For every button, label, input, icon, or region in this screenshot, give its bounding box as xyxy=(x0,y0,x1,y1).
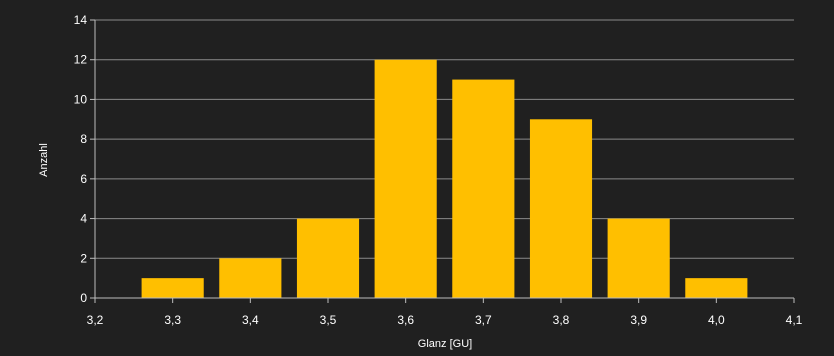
bar-3-3 xyxy=(141,278,204,298)
bar-3-8 xyxy=(529,119,593,299)
bars xyxy=(141,59,748,299)
x-tick-label: 3,4 xyxy=(242,313,259,327)
x-axis-title: Glanz [GU] xyxy=(418,338,472,350)
axes xyxy=(90,19,795,303)
y-tick-label: 4 xyxy=(80,212,87,226)
bar-3-6 xyxy=(374,59,437,298)
x-tick-label: 3,6 xyxy=(397,313,414,327)
x-tick-label: 3,2 xyxy=(87,313,104,327)
bar-3-4 xyxy=(219,258,282,298)
tick-labels: 0 2 4 6 8 10 12 14 3,2 3,3 3,4 3,5 3,6 3,7 3,8 3,9 4,0 4,… xyxy=(74,13,803,327)
y-tick-label: 8 xyxy=(80,132,87,146)
x-tick-label: 4,1 xyxy=(786,313,803,327)
x-tick-label: 4,0 xyxy=(708,313,725,327)
x-tick-label: 3,3 xyxy=(164,313,181,327)
x-tick-label: 3,5 xyxy=(320,313,337,327)
y-tick-label: 0 xyxy=(80,291,87,305)
bar-3-9 xyxy=(607,218,670,298)
grid-lines xyxy=(95,19,794,259)
bar-3-7 xyxy=(452,79,515,298)
x-tick-label: 3,7 xyxy=(475,313,492,327)
y-tick-label: 2 xyxy=(80,251,87,265)
y-tick-label: 12 xyxy=(74,53,88,67)
y-tick-label: 10 xyxy=(74,92,88,106)
bar-3-5 xyxy=(296,218,360,298)
x-tick-label: 3,8 xyxy=(553,313,570,327)
bar-4-0 xyxy=(685,278,748,298)
y-tick-label: 6 xyxy=(80,172,87,186)
y-tick-label: 14 xyxy=(74,13,88,27)
y-axis-title: Anzahl xyxy=(38,143,50,177)
x-tick-label: 3,9 xyxy=(630,313,647,327)
